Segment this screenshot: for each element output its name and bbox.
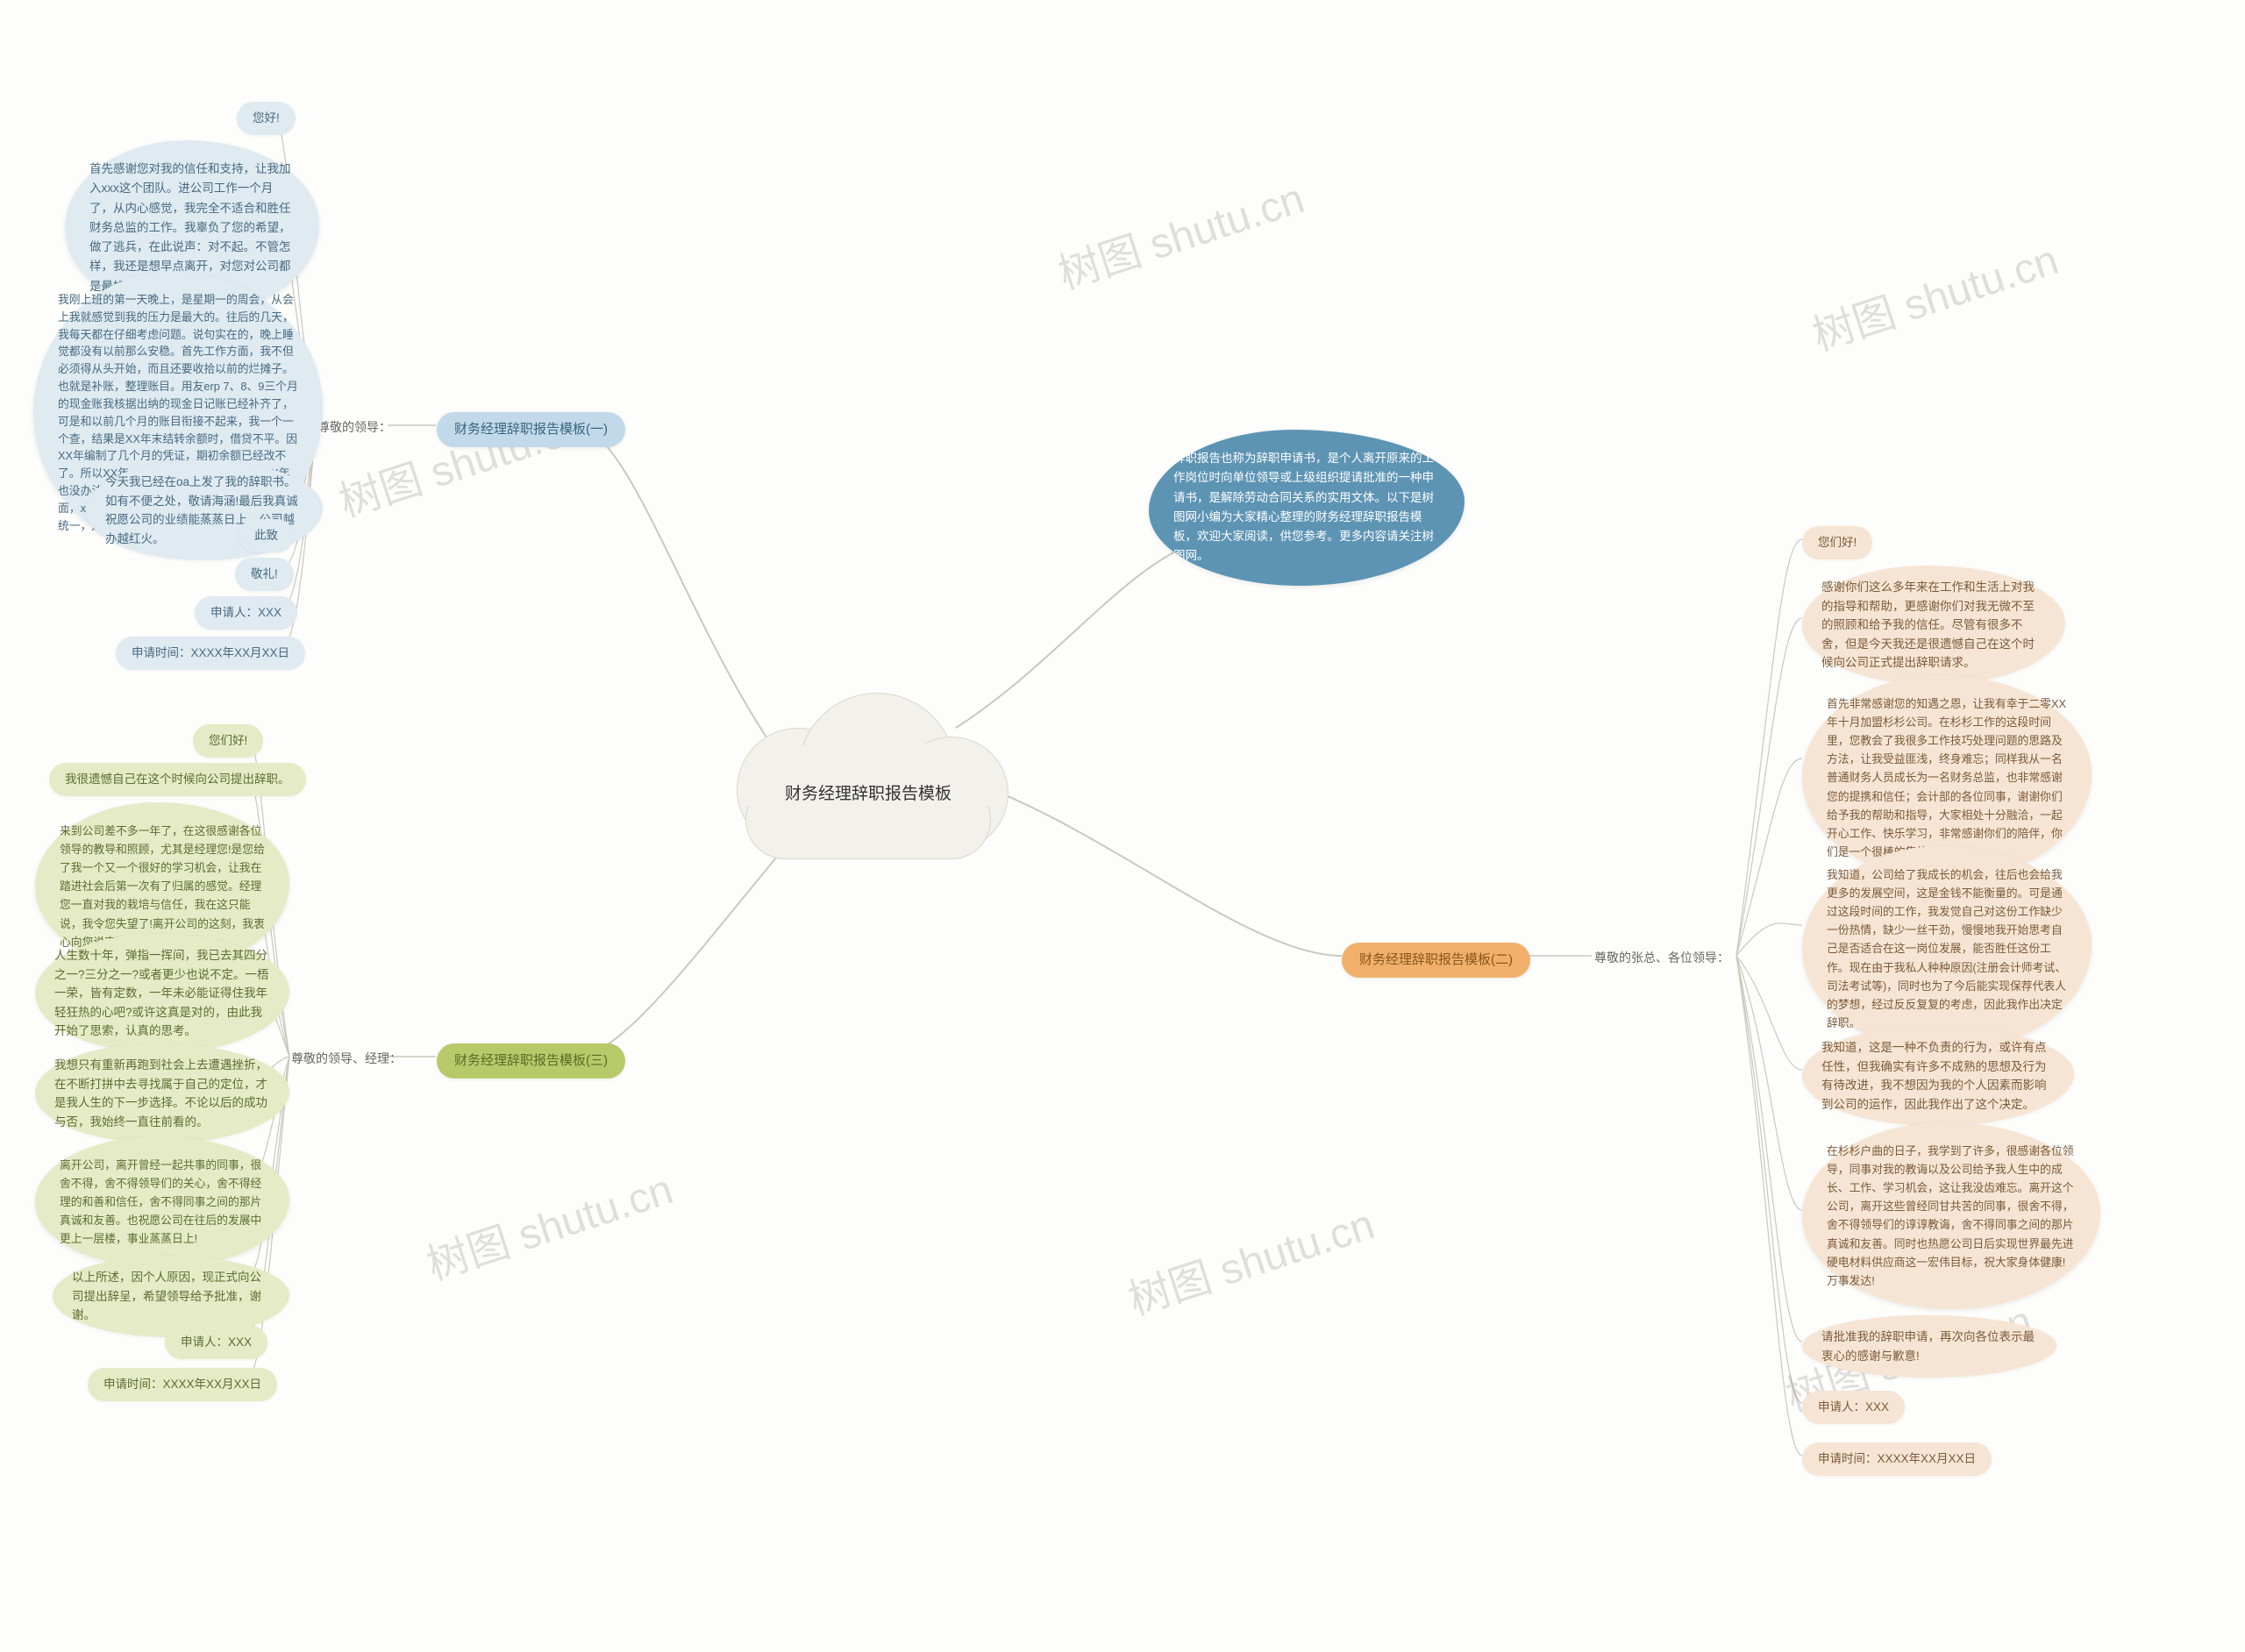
branch1-item: 此致 bbox=[239, 519, 294, 552]
branch2-item: 申请人：XXX bbox=[1802, 1391, 1905, 1424]
watermark: 树图 shutu.cn bbox=[417, 1155, 679, 1292]
branch3-item: 离开公司，离开曾经一起共事的同事，很舍不得，舍不得领导们的关心，舍不得经理的和善… bbox=[35, 1136, 289, 1268]
branch2-item: 请批准我的辞职申请，再次向各位表示最衷心的感谢与歉意! bbox=[1802, 1315, 2056, 1378]
watermark: 树图 shutu.cn bbox=[1803, 225, 2064, 362]
branch3-label: 财务经理辞职报告模板(三) bbox=[454, 1050, 608, 1072]
branch2-item: 我知道，这是一种不负责的行为，或许有点任性，但我确实有许多不成熟的思想及行为有待… bbox=[1802, 1026, 2074, 1126]
branch1-item: 申请时间：XXXX年XX月XX日 bbox=[116, 637, 305, 670]
branch3-sublabel: 尊敬的领导、经理： bbox=[291, 1050, 402, 1067]
branch3-item: 申请时间：XXXX年XX月XX日 bbox=[88, 1368, 277, 1401]
branch3-item: 以上所述，因个人原因，现正式向公司提出辞呈，希望领导给予批准，谢谢。 bbox=[53, 1256, 289, 1337]
branch1-item: 您好! bbox=[237, 102, 296, 135]
branch3-item: 我想只有重新再跑到社会上去遭遇挫折，在不断打拼中去寻找属于自己的定位，才是我人生… bbox=[35, 1043, 289, 1143]
branch2-item: 申请时间：XXXX年XX月XX日 bbox=[1802, 1442, 1992, 1476]
branch1-label: 财务经理辞职报告模板(一) bbox=[454, 419, 608, 440]
branch2-sublabel: 尊敬的张总、各位领导： bbox=[1594, 949, 1729, 966]
branch2-item: 我知道，公司给了我成长的机会，往后也会给我更多的发展空间，这是金钱不能衡量的。可… bbox=[1802, 846, 2092, 1051]
branch1-pill: 财务经理辞职报告模板(一) bbox=[437, 412, 625, 447]
branch3-item: 我很遗憾自己在这个时候向公司提出辞职。 bbox=[49, 763, 306, 796]
branch2-item: 在杉杉户曲的日子，我学到了许多，很感谢各位领导，同事对我的教诲以及公司给予我人生… bbox=[1802, 1122, 2100, 1309]
branch2-item: 感谢你们这么多年来在工作和生活上对我的指导和帮助，更感谢你们对我无微不至的照顾和… bbox=[1802, 566, 2065, 685]
center-title: 财务经理辞职报告模板 bbox=[728, 780, 1008, 804]
branch2-label: 财务经理辞职报告模板(二) bbox=[1359, 950, 1513, 971]
intro-node: 辞职报告也称为辞职申请书，是个人离开原来的工作岗位时向单位领导或上级组织提请批准… bbox=[1149, 430, 1465, 586]
branch3-item: 人生数十年，弹指一挥间，我已去其四分之一?三分之一?或者更少也说不定。一梧一荣，… bbox=[35, 934, 289, 1053]
branch1-sublabel: 尊敬的领导： bbox=[317, 418, 391, 436]
branch1-item: 敬礼! bbox=[235, 558, 294, 591]
branch3-item: 申请人：XXX bbox=[165, 1326, 267, 1359]
branch3-item: 您们好! bbox=[193, 724, 263, 758]
branch2-pill: 财务经理辞职报告模板(二) bbox=[1342, 943, 1530, 978]
intro-text: 辞职报告也称为辞职申请书，是个人离开原来的工作岗位时向单位领导或上级组织提请批准… bbox=[1173, 449, 1440, 566]
center-node: 财务经理辞职报告模板 bbox=[728, 684, 1008, 868]
branch1-item: 申请人：XXX bbox=[195, 596, 297, 630]
branch2-item: 您们好! bbox=[1802, 526, 1872, 559]
watermark: 树图 shutu.cn bbox=[1049, 164, 1310, 301]
branch3-pill: 财务经理辞职报告模板(三) bbox=[437, 1043, 625, 1079]
watermark: 树图 shutu.cn bbox=[1119, 1190, 1380, 1327]
